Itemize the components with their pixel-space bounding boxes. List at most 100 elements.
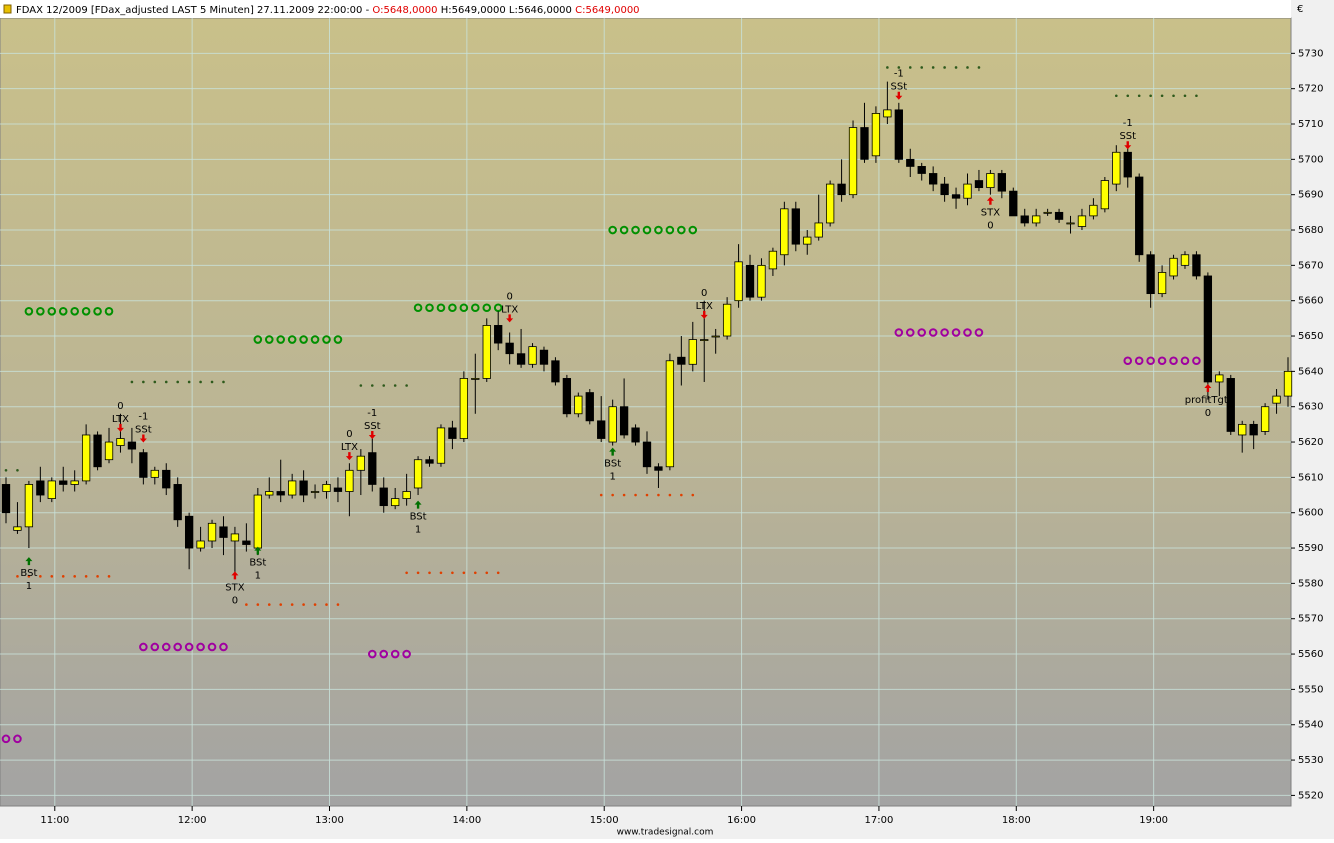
level-dot	[428, 571, 431, 575]
signal-label: profitTgt.	[1185, 395, 1231, 406]
level-dot	[405, 571, 408, 575]
candle-body	[1192, 254, 1201, 277]
candle-body	[608, 406, 617, 443]
level-dot	[1137, 94, 1141, 98]
candle-body	[448, 427, 457, 439]
level-dot	[130, 380, 134, 384]
y-tick-label: 5540	[1298, 720, 1323, 731]
candle-body	[1249, 423, 1258, 436]
candle-body	[906, 158, 915, 167]
signal-arrow	[254, 546, 262, 555]
level-ring	[333, 335, 343, 344]
candle-body	[505, 342, 514, 355]
level-ring	[104, 306, 114, 316]
candle-body	[1054, 211, 1064, 220]
low-price: L:5646,0000	[509, 5, 572, 16]
candle-body	[677, 356, 686, 365]
candle-body	[951, 194, 961, 199]
level-dot	[61, 575, 65, 578]
level-dot	[634, 493, 637, 497]
candle-body	[711, 335, 720, 338]
level-ring	[70, 306, 79, 316]
candle-body	[1169, 257, 1178, 277]
level-dot	[16, 469, 19, 472]
signal-label: SSt	[364, 421, 381, 432]
x-tick-label: 14:00	[452, 815, 481, 826]
signal-label: STX	[225, 582, 244, 593]
x-tick-label: 18:00	[1002, 815, 1031, 826]
level-ring	[24, 306, 34, 316]
candle-body	[413, 459, 423, 489]
signal-label: LTX	[112, 414, 129, 425]
level-dot	[1149, 94, 1152, 98]
candle-body	[837, 183, 846, 196]
candle-body	[1100, 180, 1110, 210]
level-ring	[379, 649, 389, 659]
level-ring	[196, 642, 205, 652]
candle-body	[768, 250, 778, 270]
level-ring	[47, 306, 57, 316]
level-dot	[153, 380, 157, 384]
candle-body	[848, 127, 858, 196]
level-ring	[665, 225, 675, 235]
level-ring	[1180, 356, 1190, 366]
signal-label: SSt	[135, 425, 152, 436]
level-ring	[58, 306, 68, 316]
level-ring	[471, 303, 480, 313]
y-tick-label: 5650	[1298, 331, 1323, 342]
level-dot	[886, 66, 889, 69]
candle-body	[1066, 222, 1075, 225]
open-price: O:5648,0000	[372, 5, 437, 16]
level-ring	[1192, 356, 1201, 366]
level-ring	[905, 328, 915, 337]
candle-body	[940, 183, 949, 196]
signal-position: 0	[701, 288, 707, 299]
candle-body	[860, 127, 869, 160]
level-ring	[654, 225, 663, 235]
level-ring	[299, 335, 308, 344]
level-ring	[93, 306, 102, 316]
level-dot	[27, 575, 31, 578]
level-dot	[943, 66, 946, 69]
candle-body	[425, 459, 434, 464]
signal-label: STX	[981, 208, 1000, 219]
candle-body	[242, 540, 251, 545]
high-price: H:5649,0000	[441, 5, 506, 16]
candle-body	[642, 441, 652, 468]
candle-body	[47, 480, 56, 499]
y-tick-label: 5680	[1298, 225, 1323, 236]
candle-body	[1077, 215, 1087, 227]
level-dot	[279, 603, 283, 606]
level-dot	[176, 380, 179, 384]
level-ring	[482, 303, 492, 313]
candle-body	[997, 173, 1006, 192]
candle-body	[471, 378, 480, 380]
level-dot	[313, 603, 317, 606]
signal-arrow	[506, 314, 514, 323]
level-ring	[1, 734, 11, 744]
level-dot	[84, 575, 88, 578]
level-ring	[207, 642, 217, 652]
candle-body	[265, 491, 274, 496]
signal-position: 0	[1205, 408, 1211, 419]
level-ring	[951, 328, 961, 337]
close-price: C:5649,0000	[575, 5, 639, 16]
y-tick-label: 5560	[1298, 649, 1323, 660]
signal-position: 0	[987, 221, 993, 232]
level-dot	[485, 571, 489, 575]
level-ring	[150, 642, 160, 652]
level-dot	[897, 66, 901, 69]
level-ring	[1146, 356, 1155, 366]
level-ring	[1123, 356, 1133, 366]
candle-body	[757, 264, 766, 298]
candle-body	[585, 392, 594, 422]
level-dot	[256, 603, 260, 606]
candle-body	[230, 533, 240, 542]
candle-body	[825, 183, 835, 224]
candle-body	[24, 484, 34, 528]
level-dot	[1183, 94, 1187, 98]
level-dot	[920, 66, 924, 69]
candle-body	[1146, 254, 1155, 295]
y-tick-label: 5610	[1298, 472, 1323, 483]
